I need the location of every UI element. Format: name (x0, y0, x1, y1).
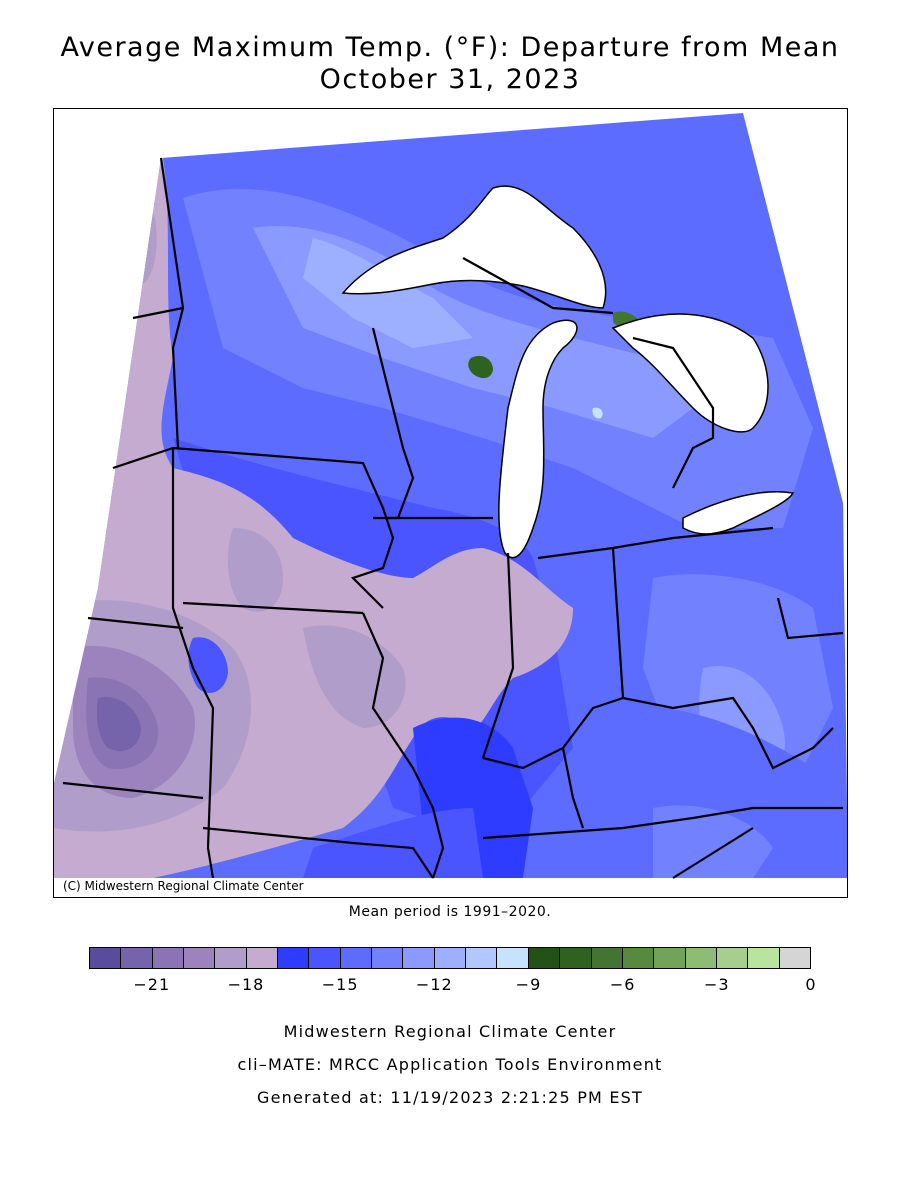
footer-generated-time: Generated at: 11/19/2023 2:21:25 PM EST (257, 1088, 643, 1107)
legend-swatch (779, 948, 810, 968)
legend-swatch (152, 948, 185, 968)
map-credit: (C) Midwestern Regional Climate Center (60, 878, 307, 894)
departure-map (53, 108, 848, 898)
legend-swatch (309, 948, 341, 968)
legend-swatch (434, 948, 467, 968)
legend-tick-label: −12 (415, 975, 453, 994)
legend-swatch (591, 948, 623, 968)
legend-swatch (340, 948, 373, 968)
legend-tick-label: −6 (609, 975, 636, 994)
map-title: Average Maximum Temp. (°F): Departure fr… (60, 32, 840, 63)
legend-swatch (403, 948, 435, 968)
legend-swatch (528, 948, 561, 968)
legend-tick-label: −3 (704, 975, 730, 994)
color-legend (89, 947, 811, 969)
legend-swatch (497, 948, 529, 968)
footer-organization: Midwestern Regional Climate Center (283, 1022, 617, 1041)
legend-swatch (748, 948, 780, 968)
legend-swatch (466, 948, 498, 968)
mean-period-note: Mean period is 1991–2020. (348, 904, 552, 920)
legend-swatch (716, 948, 749, 968)
footer-tool-name: cli–MATE: MRCC Application Tools Environ… (237, 1055, 663, 1074)
legend-tick-label: −15 (321, 975, 359, 994)
legend-swatch (121, 948, 153, 968)
legend-swatch (560, 948, 592, 968)
map-date: October 31, 2023 (319, 64, 581, 95)
legend-swatch (685, 948, 717, 968)
legend-tick-label: −21 (133, 975, 171, 994)
legend-swatch (246, 948, 279, 968)
legend-swatch (90, 948, 122, 968)
legend-swatch (622, 948, 655, 968)
legend-swatch (215, 948, 247, 968)
legend-swatch (654, 948, 686, 968)
legend-swatch (278, 948, 310, 968)
legend-swatch (372, 948, 404, 968)
legend-tick-label: 0 (805, 975, 817, 994)
legend-tick-label: −9 (515, 975, 542, 994)
state-borders (62, 157, 844, 879)
legend-swatch (184, 948, 216, 968)
legend-tick-label: −18 (227, 975, 265, 994)
